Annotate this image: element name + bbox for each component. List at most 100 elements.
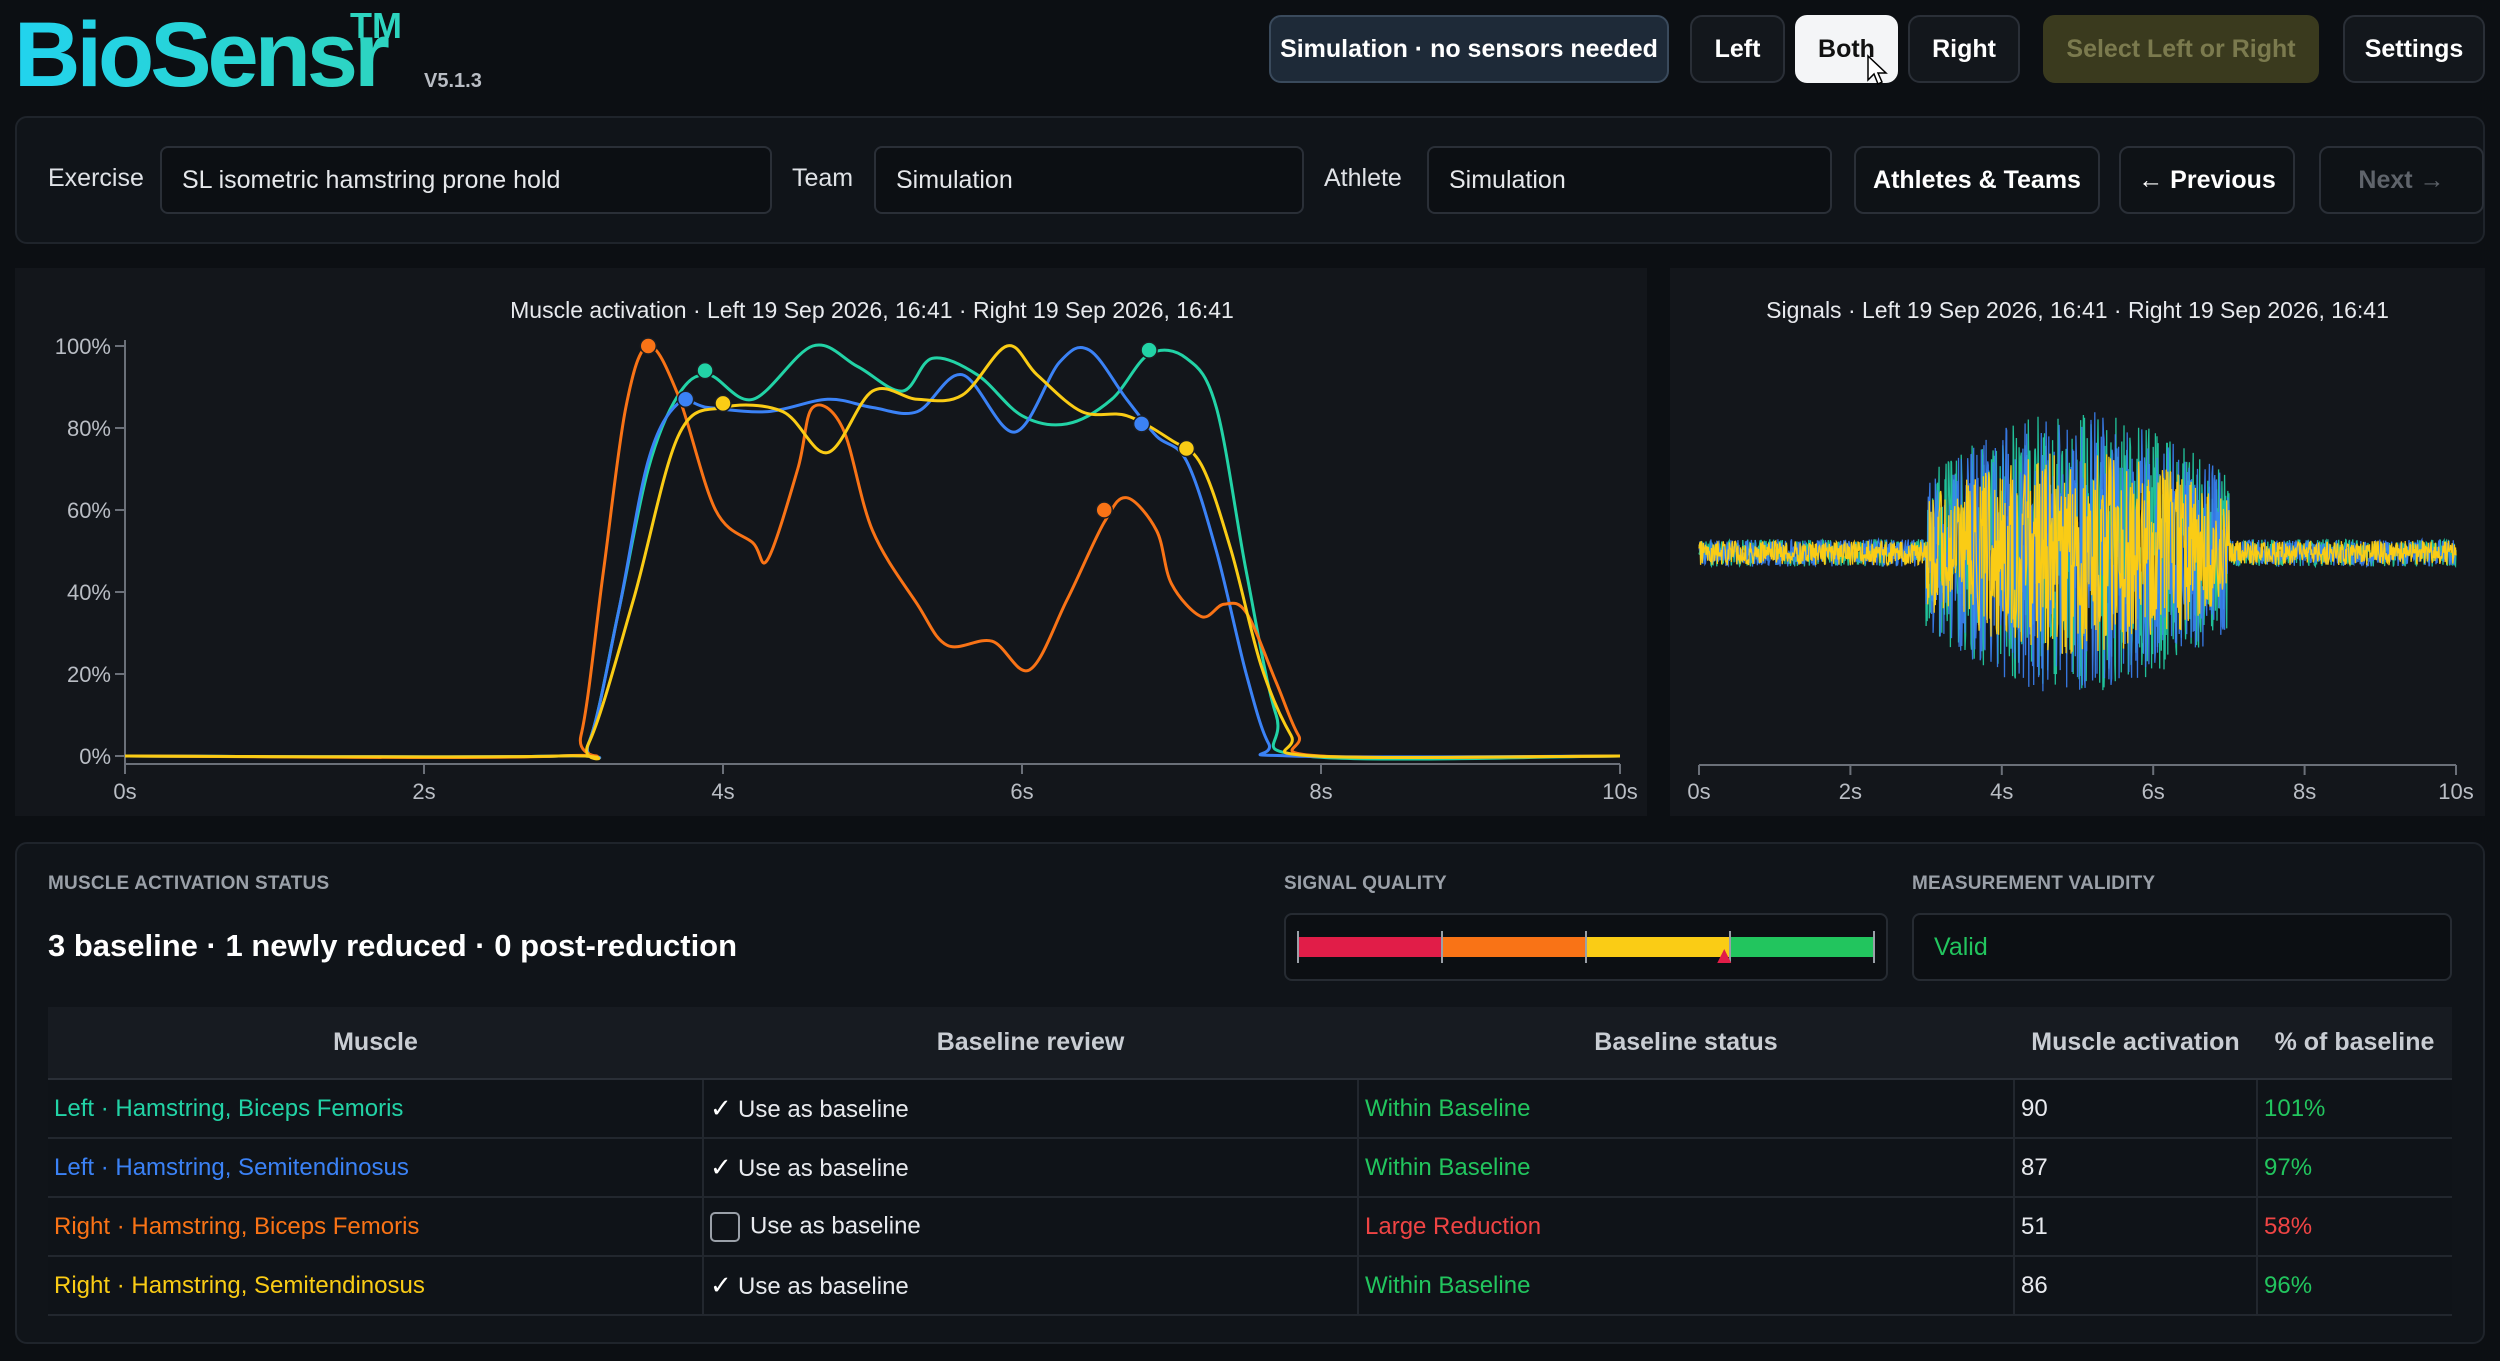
quality-segment-3	[1586, 937, 1730, 957]
y-tick-label: 40%	[67, 580, 111, 605]
signals-x-tick-label: 2s	[1839, 779, 1862, 804]
signals-chart: 0s 2s 4s 6s 8s 10s	[1687, 412, 2474, 804]
y-tick-label: 0%	[79, 744, 111, 769]
checkmark-icon[interactable]: ✓	[710, 1270, 732, 1300]
signals-chart-title: Signals · Left 19 Sep 2026, 16:41 · Righ…	[1766, 297, 2389, 323]
exercise-field[interactable]: SL isometric hamstring prone hold	[160, 146, 772, 214]
x-tick-label: 10s	[1602, 779, 1637, 804]
activation-summary: 3 baseline · 1 newly reduced · 0 post-re…	[48, 928, 738, 963]
series-marker-4-2	[1177, 439, 1196, 458]
athletes-teams-button[interactable]: Athletes & Teams	[1854, 146, 2100, 214]
team-label: Team	[792, 164, 854, 192]
series-line-4	[124, 344, 1621, 761]
baseline-status: Within Baseline	[1358, 1079, 2015, 1139]
baseline-review-cell[interactable]: ✓ Use as baseline	[703, 1256, 1359, 1316]
table-row: Right · Hamstring, Biceps Femoris Use as …	[48, 1197, 2452, 1257]
series-marker-1-2	[1140, 341, 1158, 359]
table-row: Right · Hamstring, Semitendinosus ✓ Use as…	[48, 1256, 2452, 1316]
baseline-review-label: Use as baseline	[738, 1155, 909, 1182]
signal-quality-bar	[1297, 931, 1875, 963]
trademark-mark: TM	[350, 5, 402, 46]
unchecked-checkbox[interactable]	[710, 1211, 740, 1242]
percent-of-baseline-value: 96%	[2257, 1256, 2452, 1316]
muscle-activation-value: 51	[2014, 1197, 2258, 1257]
biosensr-logo: BioSensr TM	[14, 4, 402, 100]
athlete-label: Athlete	[1324, 164, 1402, 192]
signals-x-tick-label: 0s	[1687, 779, 1710, 804]
percent-of-baseline-value: 58%	[2257, 1197, 2452, 1257]
series-marker-3-1	[639, 337, 657, 355]
simulation-button[interactable]: Simulation · no sensors needed	[1269, 15, 1669, 83]
header-muscle-activation: Muscle activation	[2014, 1007, 2257, 1080]
table-row: Left · Hamstring, Biceps Femoris ✓ Use as …	[48, 1079, 2452, 1139]
y-tick-label: 100%	[55, 334, 111, 359]
y-tick-label: 60%	[67, 498, 111, 523]
baseline-status: Within Baseline	[1358, 1256, 2015, 1316]
signals-x-tick-label: 10s	[2438, 779, 2473, 804]
muscle-activation-value: 87	[2014, 1138, 2258, 1198]
quality-segment-1	[1298, 937, 1442, 957]
team-field[interactable]: Simulation	[874, 146, 1304, 214]
signal-quality-label: SIGNAL QUALITY	[1284, 873, 1447, 894]
baseline-review-cell[interactable]: ✓ Use as baseline	[703, 1138, 1359, 1198]
next-button[interactable]: Next →	[2319, 146, 2484, 214]
activation-chart-panel	[15, 268, 1647, 816]
baseline-review-cell[interactable]: ✓ Use as baseline	[703, 1079, 1359, 1139]
x-tick-label: 4s	[711, 779, 734, 804]
muscle-activation-value: 90	[2014, 1079, 2258, 1139]
baseline-review-label: Use as baseline	[738, 1273, 909, 1300]
right-side-button[interactable]: Right	[1908, 15, 2020, 83]
x-tick-label: 2s	[412, 779, 435, 804]
header-baseline-review: Baseline review	[703, 1007, 1358, 1080]
muscle-activation-value: 86	[2014, 1256, 2258, 1316]
signals-x-tick-label: 4s	[1990, 779, 2013, 804]
checkmark-icon[interactable]: ✓	[710, 1152, 732, 1182]
series-marker-3-2	[1095, 501, 1113, 519]
percent-of-baseline-value: 101%	[2257, 1079, 2452, 1139]
muscle-name: Left · Hamstring, Semitendinosus	[48, 1138, 704, 1198]
measurement-validity-label: MEASUREMENT VALIDITY	[1912, 873, 2156, 894]
x-tick-label: 0s	[113, 779, 136, 804]
mouse-cursor-icon	[1867, 54, 1888, 86]
muscle-name: Right · Hamstring, Semitendinosus	[48, 1256, 704, 1316]
baseline-review-label: Use as baseline	[750, 1211, 921, 1239]
previous-button[interactable]: ← Previous	[2119, 146, 2295, 214]
series-line-3	[124, 344, 1621, 760]
x-tick-label: 6s	[1010, 779, 1033, 804]
baseline-status: Large Reduction	[1358, 1197, 2015, 1257]
muscle-name: Left · Hamstring, Biceps Femoris	[48, 1079, 704, 1139]
signal-trace-3	[1698, 453, 2457, 654]
header-muscle: Muscle	[48, 1007, 703, 1080]
series-marker-2-2	[1132, 415, 1151, 433]
baseline-review-cell[interactable]: Use as baseline	[703, 1197, 1359, 1257]
quality-marker	[1717, 949, 1732, 963]
version-label: V5.1.3	[424, 70, 482, 92]
series-marker-4-1	[714, 394, 732, 413]
series-marker-1-1	[696, 361, 714, 380]
settings-button[interactable]: Settings	[2343, 15, 2485, 83]
activation-chart-title: Muscle activation · Left 19 Sep 2026, 16…	[510, 297, 1234, 323]
muscle-name: Right · Hamstring, Biceps Femoris	[48, 1197, 704, 1257]
signals-x-tick-label: 8s	[2293, 779, 2316, 804]
y-tick-label: 20%	[67, 662, 111, 687]
checkmark-icon[interactable]: ✓	[710, 1093, 732, 1123]
activation-status-label: MUSCLE ACTIVATION STATUS	[48, 873, 330, 894]
muscle-table: Muscle Baseline review Baseline status M…	[48, 1007, 2452, 1316]
x-tick-label: 8s	[1309, 779, 1332, 804]
quality-segment-2	[1442, 937, 1586, 957]
measurement-validity-value: Valid	[1912, 913, 2452, 981]
logo-text: BioSensr	[14, 4, 389, 100]
signals-x-tick-label: 6s	[2142, 779, 2165, 804]
baseline-status: Within Baseline	[1358, 1138, 2015, 1198]
percent-of-baseline-value: 97%	[2257, 1138, 2452, 1198]
header-percent-of-baseline: % of baseline	[2257, 1007, 2452, 1080]
athlete-field[interactable]: Simulation	[1427, 146, 1832, 214]
y-tick-label: 80%	[67, 416, 111, 441]
header-baseline-status: Baseline status	[1358, 1007, 2014, 1080]
quality-segment-4	[1730, 937, 1874, 957]
left-side-button[interactable]: Left	[1690, 15, 1785, 83]
baseline-review-label: Use as baseline	[738, 1096, 909, 1123]
series-line-2	[124, 346, 1621, 760]
select-left-or-right-button[interactable]: Select Left or Right	[2043, 15, 2319, 83]
exercise-label: Exercise	[48, 164, 144, 192]
